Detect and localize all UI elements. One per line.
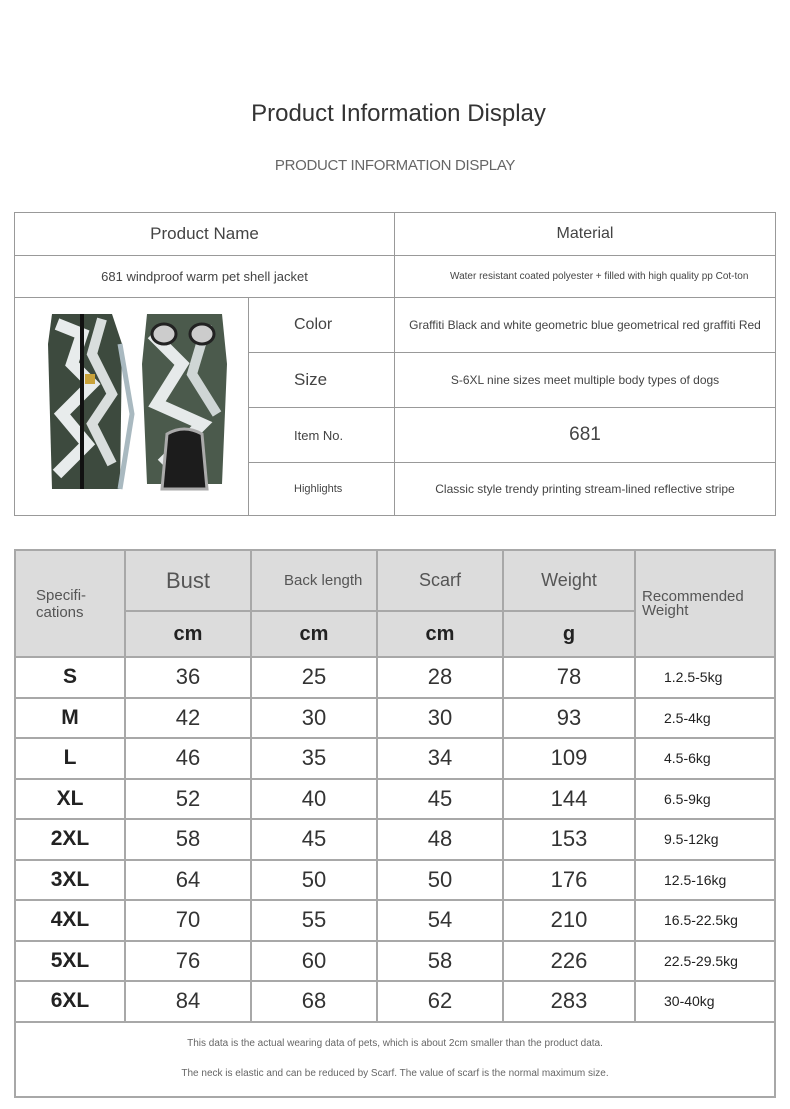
cell-back: 45: [250, 818, 378, 861]
recommended-weight-header: Recommended Weight: [634, 549, 776, 658]
cell-bust: 70: [124, 899, 252, 942]
size-row: 6XL 84 68 62 283 30-40kg: [14, 980, 776, 1023]
jacket-image: [47, 314, 227, 491]
cell-weight: 226: [502, 939, 636, 982]
cell-size: L: [14, 737, 126, 780]
product-name: 681 windproof warm pet shell jacket: [14, 255, 395, 298]
cell-weight: 93: [502, 696, 636, 739]
cell-bust: 58: [124, 818, 252, 861]
cell-weight: 109: [502, 737, 636, 780]
item-no-label: Item No.: [248, 407, 395, 463]
footnote: This data is the actual wearing data of …: [14, 1020, 776, 1098]
note-1: This data is the actual wearing data of …: [187, 1038, 603, 1049]
color-value: Graffiti Black and white geometric blue …: [394, 297, 776, 353]
cell-rec: 1.2.5-5kg: [634, 656, 776, 699]
cell-bust: 42: [124, 696, 252, 739]
size-chart-table: Specifi-cations Bust Back length Scarf W…: [14, 549, 776, 1098]
back-length-header: Back length: [250, 549, 378, 612]
cell-size: 3XL: [14, 858, 126, 901]
cell-rec: 12.5-16kg: [634, 858, 776, 901]
cell-weight: 78: [502, 656, 636, 699]
material-value: Water resistant coated polyester + fille…: [394, 255, 776, 298]
cell-weight: 210: [502, 899, 636, 942]
weight-unit: g: [502, 610, 636, 658]
size-row: S 36 25 28 78 1.2.5-5kg: [14, 656, 776, 699]
cell-back: 68: [250, 980, 378, 1023]
cell-bust: 84: [124, 980, 252, 1023]
cell-scarf: 58: [376, 939, 504, 982]
cell-size: S: [14, 656, 126, 699]
cell-scarf: 28: [376, 656, 504, 699]
size-value: S-6XL nine sizes meet multiple body type…: [394, 352, 776, 408]
product-image: [14, 297, 249, 516]
cell-back: 30: [250, 696, 378, 739]
cell-weight: 144: [502, 777, 636, 820]
cell-scarf: 62: [376, 980, 504, 1023]
product-info-table: Product Name Material 681 windproof warm …: [14, 212, 776, 516]
page-title: Product Information Display: [251, 100, 546, 127]
back-length-unit: cm: [250, 610, 378, 658]
cell-back: 25: [250, 656, 378, 699]
size-row: L 46 35 34 109 4.5-6kg: [14, 737, 776, 780]
cell-bust: 52: [124, 777, 252, 820]
size-row: XL 52 40 45 144 6.5-9kg: [14, 777, 776, 820]
size-label: Size: [248, 352, 395, 408]
cell-scarf: 50: [376, 858, 504, 901]
cell-size: 2XL: [14, 818, 126, 861]
cell-size: XL: [14, 777, 126, 820]
cell-scarf: 30: [376, 696, 504, 739]
cell-size: 6XL: [14, 980, 126, 1023]
size-row: M 42 30 30 93 2.5-4kg: [14, 696, 776, 739]
weight-header: Weight: [502, 549, 636, 612]
cell-bust: 64: [124, 858, 252, 901]
cell-scarf: 48: [376, 818, 504, 861]
item-no-value: 681: [394, 407, 776, 463]
cell-back: 35: [250, 737, 378, 780]
cell-rec: 4.5-6kg: [634, 737, 776, 780]
size-row: 3XL 64 50 50 176 12.5-16kg: [14, 858, 776, 901]
cell-size: M: [14, 696, 126, 739]
bust-header: Bust: [124, 549, 252, 612]
scarf-header: Scarf: [376, 549, 504, 612]
cell-back: 40: [250, 777, 378, 820]
page-subtitle: PRODUCT INFORMATION DISPLAY: [274, 157, 516, 174]
cell-rec: 22.5-29.5kg: [634, 939, 776, 982]
cell-rec: 16.5-22.5kg: [634, 899, 776, 942]
cell-back: 50: [250, 858, 378, 901]
scarf-unit: cm: [376, 610, 504, 658]
size-row: 2XL 58 45 48 153 9.5-12kg: [14, 818, 776, 861]
cell-back: 60: [250, 939, 378, 982]
cell-size: 5XL: [14, 939, 126, 982]
cell-rec: 2.5-4kg: [634, 696, 776, 739]
cell-scarf: 54: [376, 899, 504, 942]
cell-weight: 153: [502, 818, 636, 861]
cell-bust: 46: [124, 737, 252, 780]
highlights-label: Highlights: [248, 462, 395, 516]
cell-size: 4XL: [14, 899, 126, 942]
cell-back: 55: [250, 899, 378, 942]
cell-weight: 176: [502, 858, 636, 901]
size-row: 5XL 76 60 58 226 22.5-29.5kg: [14, 939, 776, 982]
product-name-header: Product Name: [14, 212, 395, 256]
highlights-value: Classic style trendy printing stream-lin…: [394, 462, 776, 516]
material-header: Material: [394, 212, 776, 256]
color-label: Color: [248, 297, 395, 353]
cell-rec: 9.5-12kg: [634, 818, 776, 861]
cell-rec: 30-40kg: [634, 980, 776, 1023]
cell-scarf: 34: [376, 737, 504, 780]
bust-unit: cm: [124, 610, 252, 658]
cell-scarf: 45: [376, 777, 504, 820]
cell-weight: 283: [502, 980, 636, 1023]
note-2: The neck is elastic and can be reduced b…: [181, 1068, 609, 1079]
cell-bust: 76: [124, 939, 252, 982]
spec-header: Specifi-cations: [14, 549, 126, 658]
cell-rec: 6.5-9kg: [634, 777, 776, 820]
size-row: 4XL 70 55 54 210 16.5-22.5kg: [14, 899, 776, 942]
cell-bust: 36: [124, 656, 252, 699]
